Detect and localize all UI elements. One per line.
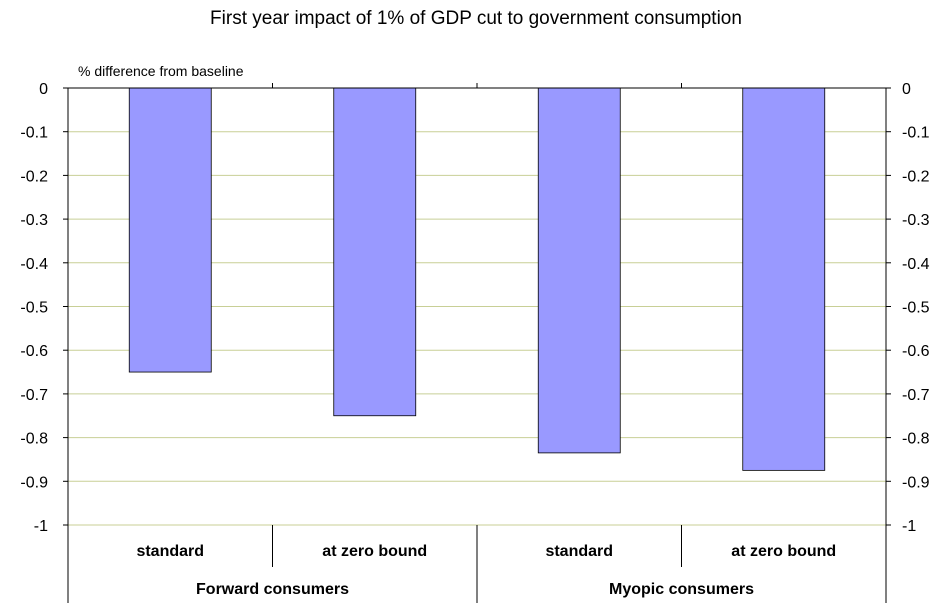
- y-tick-label-left: -0.6: [20, 343, 48, 360]
- y-tick-label-left: 0: [39, 81, 48, 98]
- y-tick-label-left: -1: [34, 518, 48, 535]
- y-tick-label-right: -0.8: [902, 431, 930, 448]
- group-labels: Forward consumers Myopic consumers: [196, 581, 754, 598]
- bar: [128, 87, 212, 373]
- y-tick-label-left: -0.3: [20, 212, 48, 229]
- y-tick-label-right: -0.7: [902, 387, 930, 404]
- right-tick-labels: 0 -0.1 -0.2 -0.3 -0.4 -0.5 -0.6 -0.7 -0.8 -0.9 -1: [902, 81, 930, 535]
- category-labels: standard at zero bound standard at zero bou…: [136, 543, 836, 560]
- y-tick-label-right: -0.1: [902, 125, 930, 142]
- y-tick-label-right: 0: [902, 81, 911, 98]
- y-tick-label-left: -0.1: [20, 125, 48, 142]
- y-axis-label: % difference from baseline: [78, 63, 244, 79]
- group-label: Forward consumers: [196, 581, 349, 598]
- y-tick-label-right: -0.2: [902, 168, 930, 185]
- left-tick-labels: 0 -0.1 -0.2 -0.3 -0.4 -0.5 -0.6 -0.7 -0.8 -0.9 -1: [20, 81, 48, 535]
- y-tick-label-left: -0.9: [20, 474, 48, 491]
- bar: [333, 87, 417, 417]
- bar: [537, 87, 621, 454]
- y-tick-label-right: -1: [902, 518, 916, 535]
- y-tick-label-right: -0.4: [902, 256, 930, 273]
- group-label: Myopic consumers: [609, 581, 754, 598]
- axes: [63, 83, 891, 603]
- y-tick-label-left: -0.8: [20, 431, 48, 448]
- category-label: standard: [545, 543, 613, 560]
- bar: [742, 87, 826, 471]
- y-tick-label-right: -0.6: [902, 343, 930, 360]
- chart-title: First year impact of 1% of GDP cut to go…: [210, 8, 742, 29]
- y-tick-label-left: -0.7: [20, 387, 48, 404]
- y-tick-label-left: -0.4: [20, 256, 48, 273]
- y-tick-label-right: -0.3: [902, 212, 930, 229]
- y-tick-label-left: -0.5: [20, 300, 48, 317]
- bars: [128, 87, 826, 471]
- y-tick-label-right: -0.5: [902, 300, 930, 317]
- y-tick-label-right: -0.9: [902, 474, 930, 491]
- category-label: at zero bound: [322, 543, 427, 560]
- y-tick-label-left: -0.2: [20, 168, 48, 185]
- category-label: at zero bound: [731, 543, 836, 560]
- category-label: standard: [136, 543, 204, 560]
